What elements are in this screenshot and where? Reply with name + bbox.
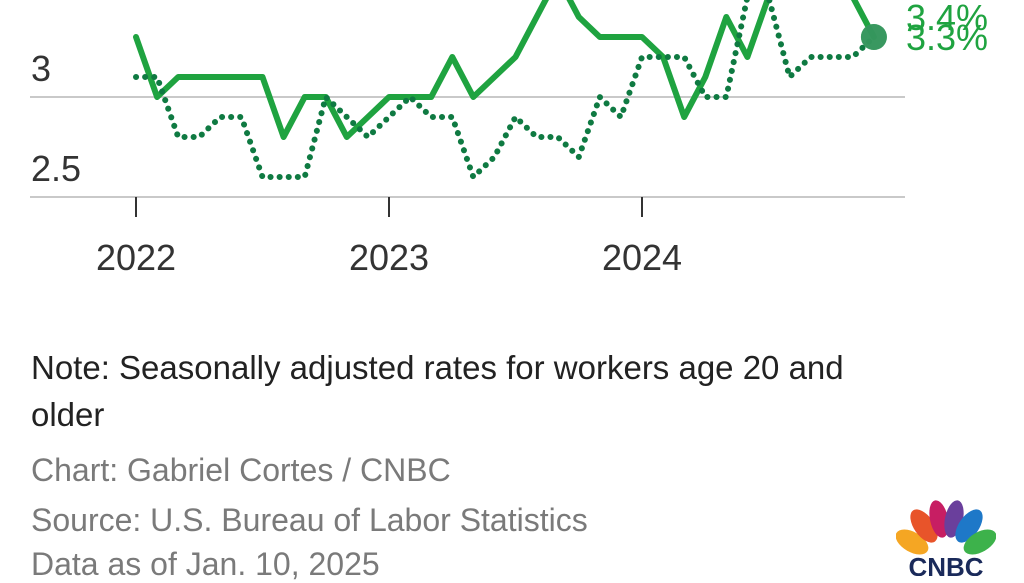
grid-layer: 2.53 (30, 48, 905, 198)
series-layer (133, 0, 887, 180)
end-value-label: 3.3% (906, 17, 988, 58)
end-value-label: 3.4% (906, 0, 988, 38)
x-tick-label: 2023 (349, 237, 429, 278)
cnbc-logo: CNBC (895, 500, 997, 582)
end-labels: 3.4%3.3% (906, 0, 988, 58)
series-line-2 (133, 0, 877, 180)
series-line-1 (133, 0, 877, 140)
x-tick-label: 2024 (602, 237, 682, 278)
logo-wordmark: CNBC (908, 552, 983, 576)
nbc-peacock-icon: CNBC (895, 500, 997, 582)
x-axis: 2022 2023 2024 (96, 197, 682, 278)
y-tick-label: 2.5 (31, 148, 81, 189)
x-tick-label: 2022 (96, 237, 176, 278)
unemployment-line-chart: 2.53 2022 2023 2024 3.4%3.3% (30, 0, 988, 278)
chart-note: Note: Seasonally adjusted rates for work… (31, 349, 844, 433)
chart-source: Source: U.S. Bureau of Labor Statistics (31, 502, 588, 538)
chart-credit: Chart: Gabriel Cortes / CNBC (31, 452, 451, 488)
series-end-marker (860, 24, 887, 50)
y-tick-label: 3 (31, 48, 51, 89)
data-as-of: Data as of Jan. 10, 2025 (31, 546, 380, 582)
